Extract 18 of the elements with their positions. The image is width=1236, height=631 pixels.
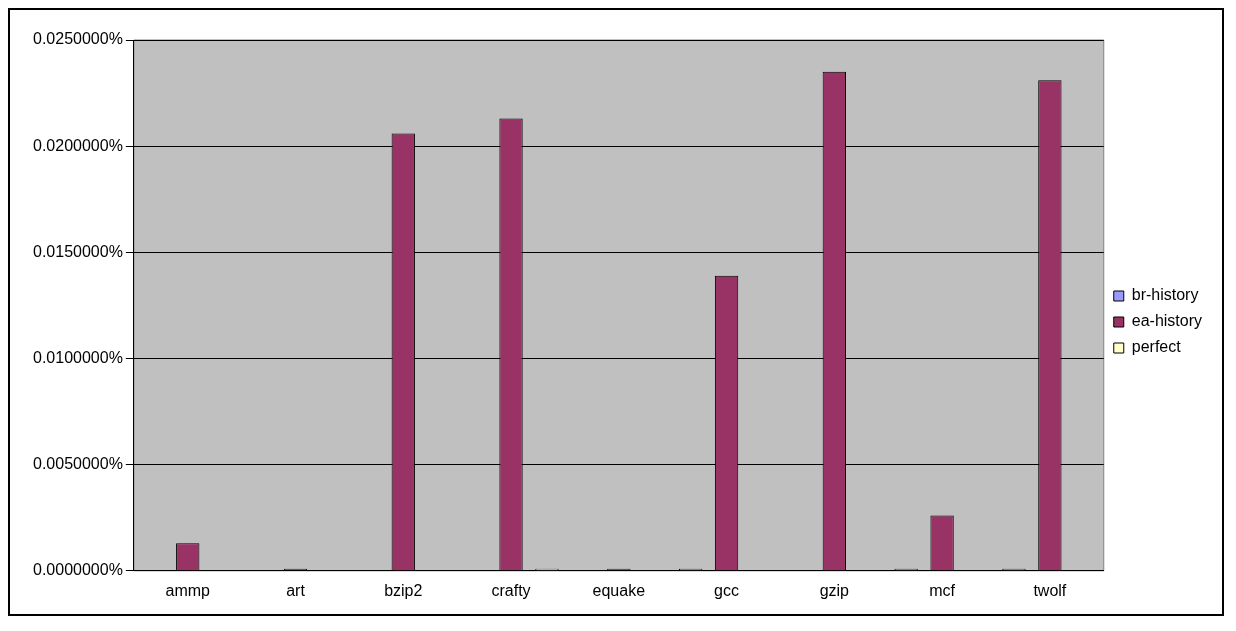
x-tick-label: crafty bbox=[491, 581, 531, 599]
x-tick-label: twolf bbox=[1033, 581, 1067, 599]
legend-label: ea-history bbox=[1131, 312, 1202, 330]
x-tick-label: bzip2 bbox=[384, 581, 423, 599]
y-tick-label: 0.0100000% bbox=[33, 348, 123, 366]
legend-label: br-history bbox=[1131, 286, 1199, 304]
x-tick-label: mcf bbox=[929, 581, 956, 599]
y-tick-label: 0.0150000% bbox=[33, 242, 123, 260]
x-tick-label: gzip bbox=[819, 581, 850, 599]
y-tick-label: 0.0000000% bbox=[33, 561, 123, 579]
y-tick-label: 0.0050000% bbox=[33, 455, 123, 473]
x-tick-label: equake bbox=[592, 581, 646, 599]
legend-label: perfect bbox=[1131, 338, 1182, 356]
x-tick-label: gcc bbox=[714, 581, 740, 599]
x-tick-label: art bbox=[286, 581, 306, 599]
x-tick-label: ammp bbox=[165, 581, 211, 599]
y-tick-label: 0.0200000% bbox=[33, 136, 123, 154]
y-tick-label: 0.0250000% bbox=[33, 30, 123, 48]
